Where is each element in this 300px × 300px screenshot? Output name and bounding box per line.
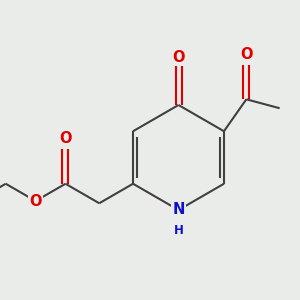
Text: O: O xyxy=(240,47,253,62)
Text: O: O xyxy=(172,50,185,64)
Text: N: N xyxy=(172,202,185,217)
Text: O: O xyxy=(59,131,72,146)
Text: H: H xyxy=(174,224,183,237)
Text: O: O xyxy=(29,194,42,208)
